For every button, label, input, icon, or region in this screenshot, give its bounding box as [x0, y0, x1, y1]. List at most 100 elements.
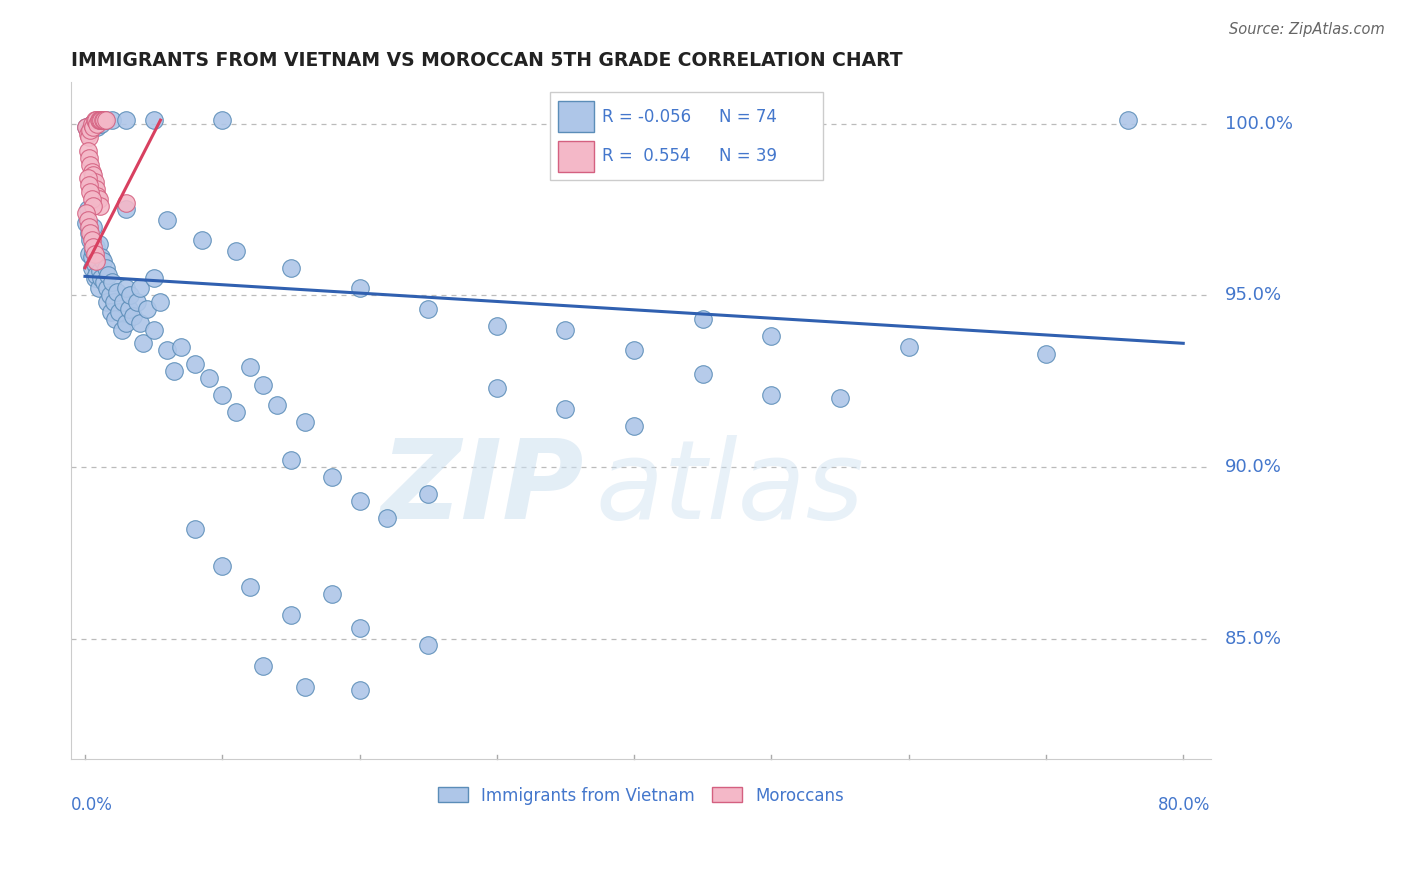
Point: [75, 216, 97, 230]
Point: [101, 113, 124, 128]
Point: [84, 253, 107, 268]
Point: [83, 247, 105, 261]
Point: [77, 178, 100, 193]
Point: [83, 257, 105, 271]
Point: [105, 285, 128, 299]
Point: [418, 639, 440, 653]
Point: [80, 260, 103, 275]
Text: Source: ZipAtlas.com: Source: ZipAtlas.com: [1229, 22, 1385, 37]
Point: [77, 123, 100, 137]
Point: [211, 113, 233, 128]
Point: [142, 322, 165, 336]
Point: [485, 381, 508, 395]
Point: [80, 117, 103, 131]
Point: [163, 364, 186, 378]
Point: [225, 244, 247, 258]
Point: [211, 559, 233, 574]
Point: [93, 113, 115, 128]
Point: [128, 281, 150, 295]
Point: [103, 295, 125, 310]
Point: [79, 123, 101, 137]
Point: [184, 522, 207, 536]
Point: [77, 130, 100, 145]
Point: [98, 288, 121, 302]
Point: [82, 168, 104, 182]
Point: [225, 405, 247, 419]
Point: [83, 113, 105, 128]
Point: [280, 453, 302, 467]
Point: [75, 120, 97, 134]
Point: [82, 199, 104, 213]
Point: [418, 487, 440, 501]
Point: [80, 251, 103, 265]
Point: [84, 268, 107, 282]
Point: [86, 120, 108, 134]
Point: [97, 268, 120, 282]
Point: [156, 343, 179, 358]
Point: [190, 233, 212, 247]
Point: [115, 281, 138, 295]
Point: [156, 212, 179, 227]
Point: [239, 580, 262, 594]
Point: [87, 117, 110, 131]
Point: [76, 144, 98, 158]
Point: [101, 275, 124, 289]
Point: [77, 151, 100, 165]
Point: [108, 305, 131, 319]
Point: [75, 206, 97, 220]
Point: [96, 281, 118, 295]
Point: [1035, 346, 1057, 360]
Point: [239, 360, 262, 375]
Text: 100.0%: 100.0%: [1225, 114, 1292, 133]
Text: atlas: atlas: [595, 434, 865, 541]
Point: [128, 316, 150, 330]
Point: [79, 120, 101, 134]
Point: [418, 301, 440, 316]
Point: [485, 319, 508, 334]
Point: [80, 117, 103, 131]
Text: ZIP: ZIP: [381, 434, 583, 541]
Point: [84, 117, 107, 131]
Point: [131, 336, 153, 351]
Point: [100, 305, 122, 319]
Point: [211, 388, 233, 402]
Point: [79, 158, 101, 172]
Point: [90, 113, 112, 128]
Point: [84, 240, 107, 254]
Point: [80, 233, 103, 247]
Text: IMMIGRANTS FROM VIETNAM VS MOROCCAN 5TH GRADE CORRELATION CHART: IMMIGRANTS FROM VIETNAM VS MOROCCAN 5TH …: [72, 51, 903, 70]
Point: [94, 113, 117, 128]
Point: [115, 316, 138, 330]
Point: [122, 309, 145, 323]
Point: [86, 117, 108, 131]
Point: [76, 123, 98, 137]
Point: [184, 357, 207, 371]
Point: [80, 192, 103, 206]
Point: [82, 120, 104, 134]
Point: [94, 113, 117, 128]
Point: [76, 127, 98, 141]
Point: [1118, 113, 1140, 128]
Point: [692, 312, 714, 326]
Point: [104, 312, 127, 326]
Point: [692, 368, 714, 382]
Point: [111, 322, 134, 336]
Point: [91, 253, 114, 268]
Point: [115, 113, 138, 128]
Point: [83, 271, 105, 285]
Point: [349, 621, 371, 635]
Text: 95.0%: 95.0%: [1225, 286, 1282, 304]
Point: [294, 680, 316, 694]
Point: [321, 587, 343, 601]
Point: [82, 244, 104, 258]
Point: [321, 470, 343, 484]
Point: [828, 391, 851, 405]
Text: 80.0%: 80.0%: [1159, 796, 1211, 814]
Point: [127, 295, 149, 310]
Point: [87, 281, 110, 295]
Point: [266, 398, 288, 412]
Point: [623, 418, 645, 433]
Point: [375, 511, 398, 525]
Point: [77, 227, 100, 241]
Point: [294, 415, 316, 429]
